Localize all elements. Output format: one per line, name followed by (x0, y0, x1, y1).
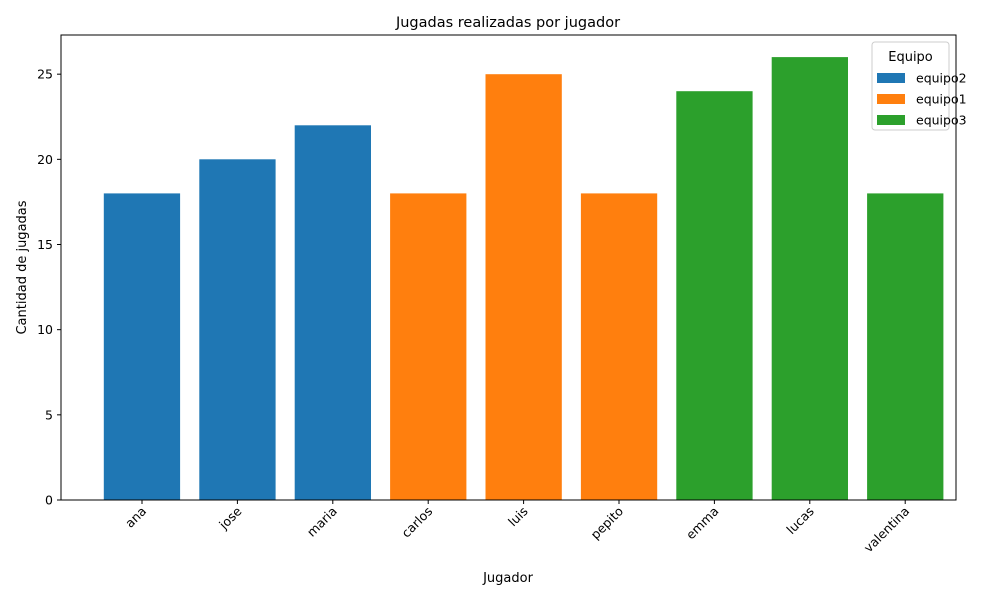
legend: Equipo equipo2 equipo1 equipo3 (871, 41, 967, 131)
y-tick-label: 5 (45, 407, 53, 422)
legend-label-equipo3: equipo3 (916, 113, 967, 128)
y-tick-label: 10 (37, 322, 53, 337)
bar-lucas (771, 57, 848, 500)
legend-swatch-equipo3 (877, 115, 905, 125)
bar-emma (676, 91, 753, 500)
x-axis-label: Jugador (482, 571, 533, 586)
plot-frame (60, 34, 957, 501)
bar-maria (294, 125, 371, 501)
legend-label-equipo1: equipo1 (916, 92, 967, 107)
legend-swatch-equipo2 (877, 73, 905, 83)
y-tick-label: 20 (37, 152, 53, 167)
bar-valentina (867, 193, 944, 500)
bar-ana (103, 193, 181, 500)
bar-luis (485, 74, 562, 500)
bar-jose (199, 159, 276, 501)
bars-group (103, 57, 944, 501)
legend-label-equipo2: equipo2 (916, 71, 967, 86)
legend-swatch-equipo1 (877, 94, 905, 104)
y-tick-label: 25 (37, 67, 53, 82)
bar-pepito (580, 193, 658, 500)
legend-title: Equipo (888, 50, 933, 65)
y-tick-label: 15 (37, 237, 53, 252)
bar-carlos (390, 193, 467, 500)
y-axis-label: Cantidad de jugadas (15, 200, 30, 334)
legend-frame (871, 41, 950, 131)
chart-title: Jugadas realizadas por jugador (395, 15, 620, 31)
y-tick-label: 0 (45, 493, 53, 508)
y-axis: 0 5 10 15 20 25 (37, 67, 61, 508)
